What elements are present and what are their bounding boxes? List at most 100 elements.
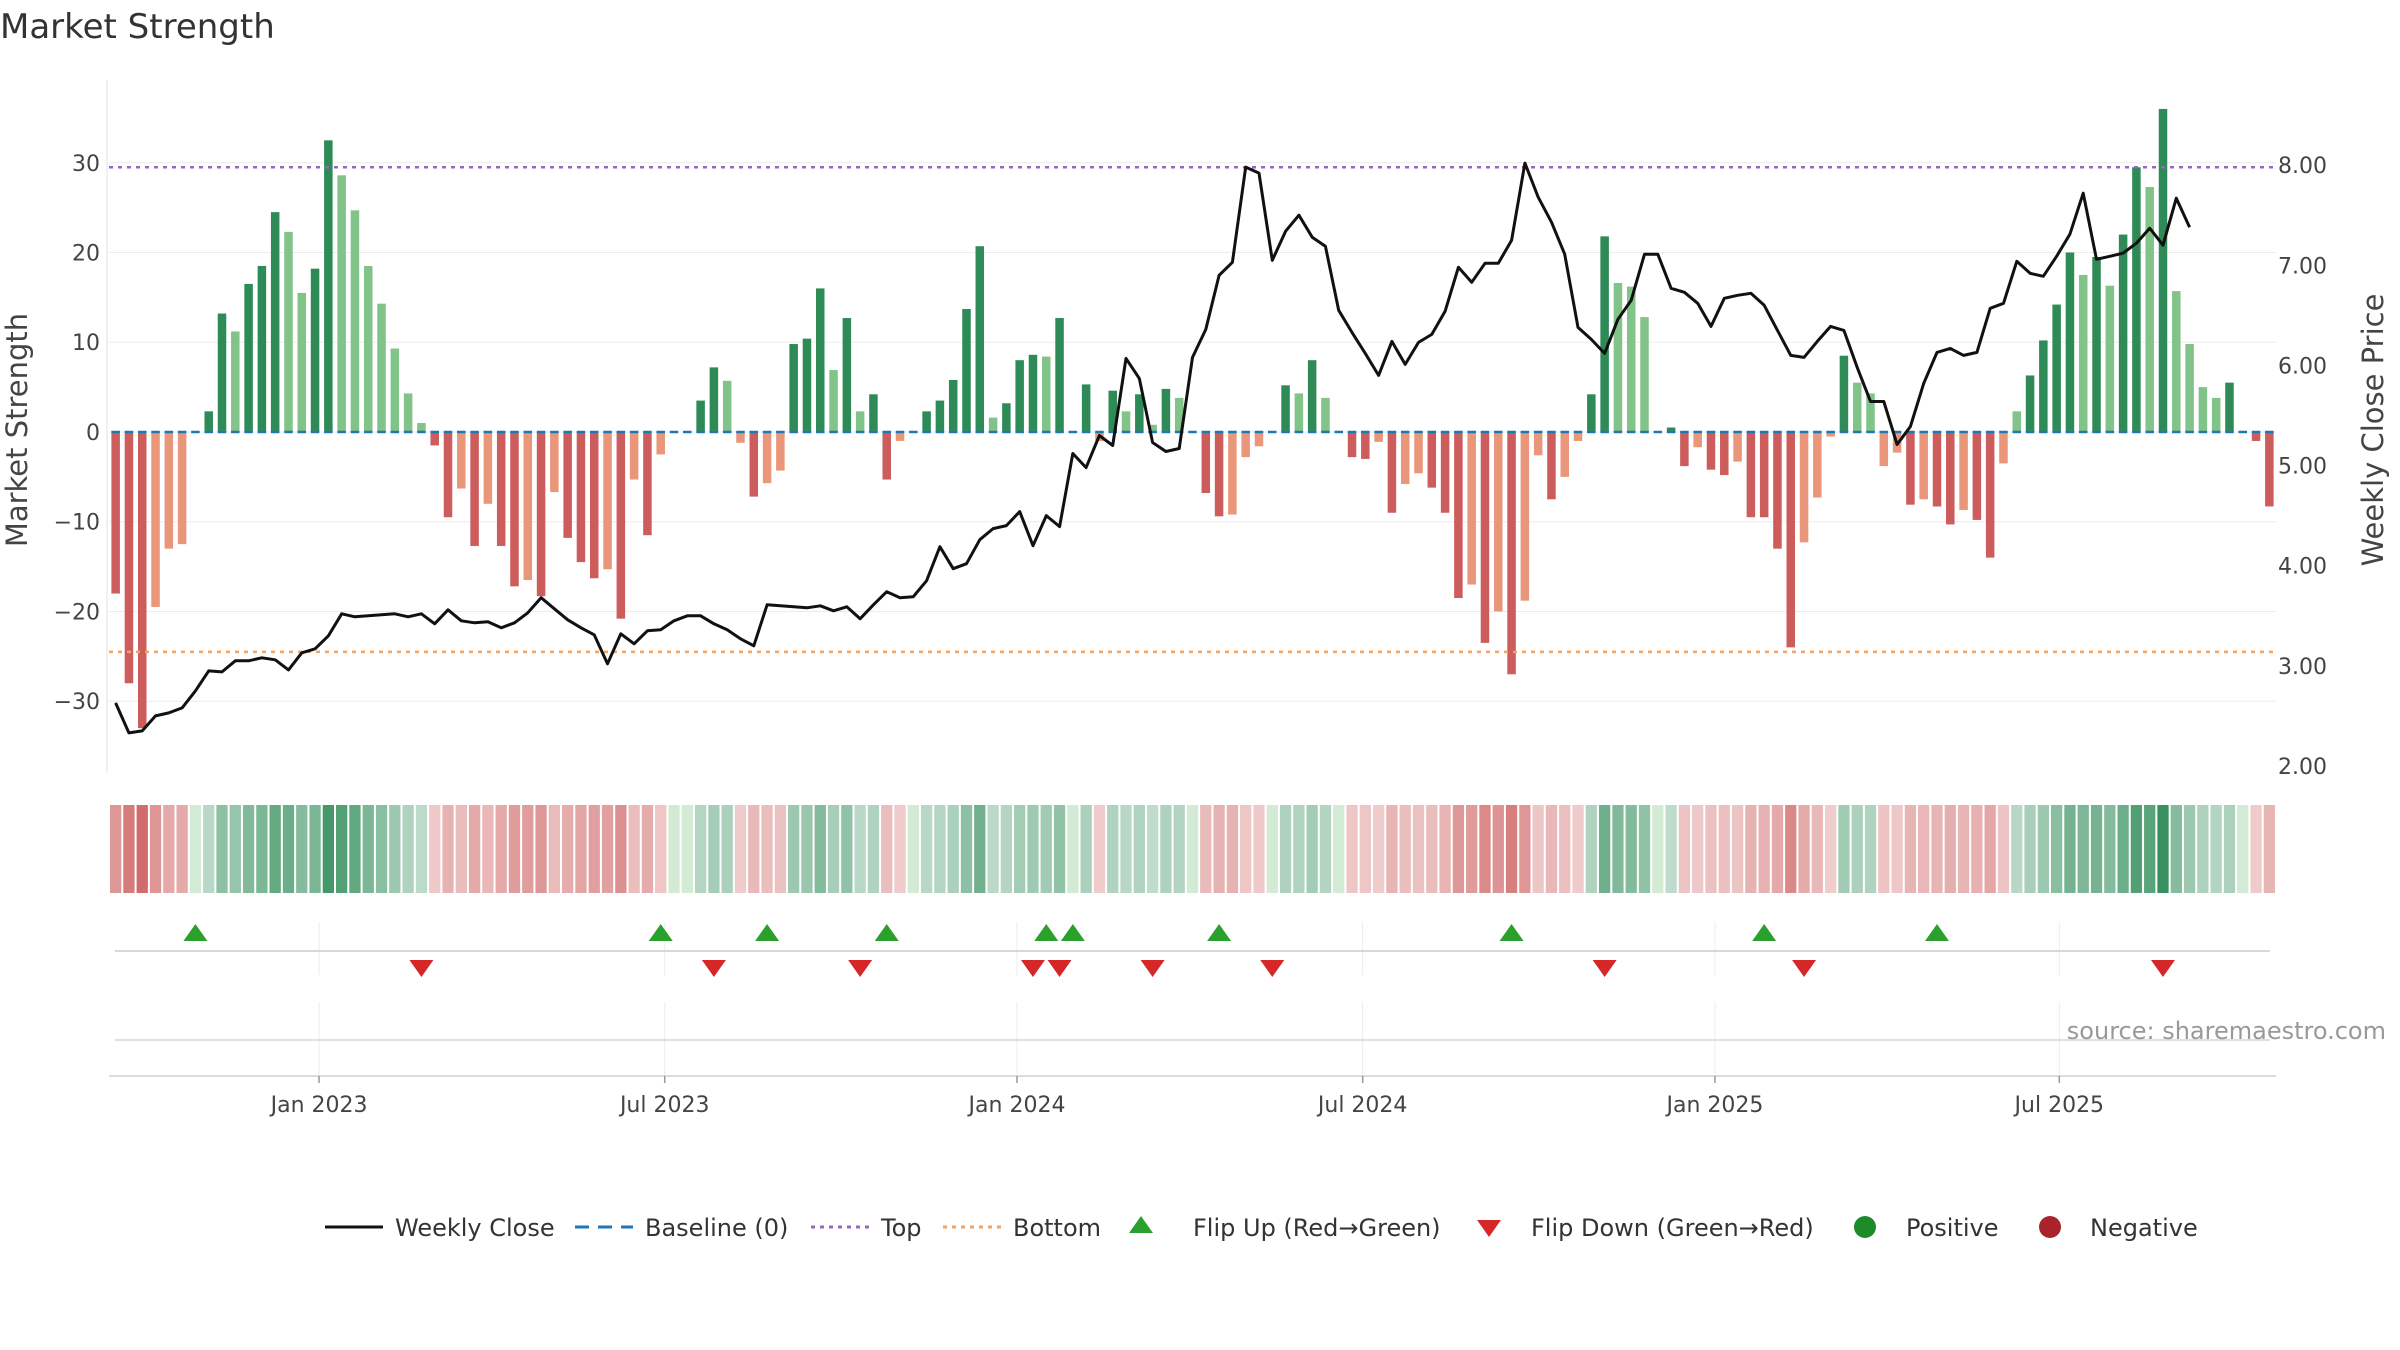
strength-bar (443, 431, 453, 518)
grid-layer (106, 80, 2276, 773)
strength-cell (2024, 805, 2036, 893)
strength-bar (603, 431, 612, 570)
strength-bar (430, 431, 439, 446)
strength-cell (375, 805, 388, 893)
strength-cell (1705, 805, 1717, 893)
strength-bar (510, 431, 519, 587)
strength-cell (920, 805, 933, 893)
flip-up-marker (183, 924, 208, 941)
strength-cell (668, 805, 680, 893)
strength-cell (1532, 805, 1544, 893)
legend-label-flip-up: Flip Up (Red→Green) (1193, 1214, 1441, 1242)
strength-bar (736, 431, 745, 443)
strength-cell (2064, 805, 2076, 893)
strength-cell (123, 805, 135, 893)
strength-cell (1904, 805, 1917, 893)
x-tick-label: Jan 2024 (967, 1093, 1066, 1118)
flip-up-marker (1034, 924, 1059, 941)
strength-bar (2198, 387, 2208, 432)
strength-cell (1851, 805, 1863, 893)
strength-cell (1612, 805, 1624, 893)
flip-down-marker (2150, 960, 2175, 977)
strength-bar (297, 292, 307, 432)
flip-down-marker (409, 960, 434, 977)
strength-cell (987, 805, 999, 893)
strength-cell (269, 805, 281, 893)
strength-cell (229, 805, 241, 893)
strength-cell (801, 805, 813, 893)
strength-bar (962, 309, 971, 432)
strength-cell (1505, 805, 1518, 893)
strength-bar (1919, 431, 1928, 500)
strength-bar (2158, 108, 2168, 432)
strength-cell (1598, 805, 1611, 893)
flip-down-marker (701, 960, 726, 977)
strength-cell (681, 805, 693, 893)
strength-cell (1093, 805, 1106, 893)
strength-cell (1386, 805, 1398, 893)
strength-cell (1785, 805, 1797, 893)
y-tick-label--20: −20 (54, 600, 100, 625)
strength-bar (390, 348, 400, 432)
strength-bar (137, 431, 147, 729)
strength-cell (1399, 805, 1411, 893)
strength-cell (2144, 805, 2156, 893)
strength-bar (1254, 431, 1264, 447)
strength-cell (1545, 805, 1558, 893)
strength-bar (616, 431, 626, 619)
flip-up-marker (1207, 924, 1232, 941)
strength-bar (1626, 286, 1636, 432)
strength-bar (231, 331, 240, 432)
strength-cell (282, 805, 295, 893)
strength-cell (1213, 805, 1225, 893)
strength-cell (2130, 805, 2143, 893)
strength-bar (1374, 431, 1383, 442)
strength-bar (1174, 397, 1184, 432)
strength-bar (244, 283, 253, 432)
strength-cell (1240, 805, 1252, 893)
strength-bar (563, 431, 572, 538)
strength-bar (1706, 431, 1716, 470)
strength-bar (1028, 354, 1038, 432)
flip-down-marker (848, 960, 873, 977)
strength-bar (1759, 431, 1769, 518)
strength-bar (1228, 431, 1237, 515)
strength-bar (2025, 375, 2035, 432)
strength-cell (575, 805, 587, 893)
strength-cell (721, 805, 733, 893)
strength-cell (1133, 805, 1145, 893)
strength-cell (2237, 805, 2249, 893)
strength-cell (2263, 805, 2275, 893)
strength-bar (483, 431, 493, 504)
strength-bar (1161, 388, 1171, 432)
strength-bar (776, 431, 785, 471)
strength-cell (110, 805, 122, 893)
strength-bar (1773, 431, 1782, 549)
flip-down-marker (1792, 960, 1817, 977)
weekly-close-line (114, 161, 2191, 735)
strength-cell (814, 805, 826, 893)
y2-axis-label: Weekly Close Price (2356, 294, 2390, 567)
strength-cell (1984, 805, 1996, 893)
strength-bar (1866, 393, 1875, 432)
strength-bar (270, 212, 280, 432)
strength-bar (536, 431, 546, 597)
flip-down-marker (1592, 960, 1617, 977)
strength-bar (550, 431, 559, 493)
strength-cell (1652, 805, 1664, 893)
strength-bar (164, 431, 174, 549)
strength-bar (1042, 356, 1051, 432)
strength-bar (2251, 431, 2261, 441)
strength-cell (615, 805, 627, 893)
strength-cell (242, 805, 255, 893)
strength-bar (1294, 393, 1304, 432)
y-tick-label-10: 10 (72, 331, 100, 356)
strength-bar (377, 303, 386, 432)
strength-bar (1972, 431, 1982, 520)
legend-swatch-flip-up-icon (1129, 1216, 1153, 1233)
strength-cell (1718, 805, 1730, 893)
strength-bar (310, 268, 320, 432)
strength-cell (1359, 805, 1371, 893)
strength-cell (1811, 805, 1823, 893)
strength-bar (1214, 431, 1224, 517)
